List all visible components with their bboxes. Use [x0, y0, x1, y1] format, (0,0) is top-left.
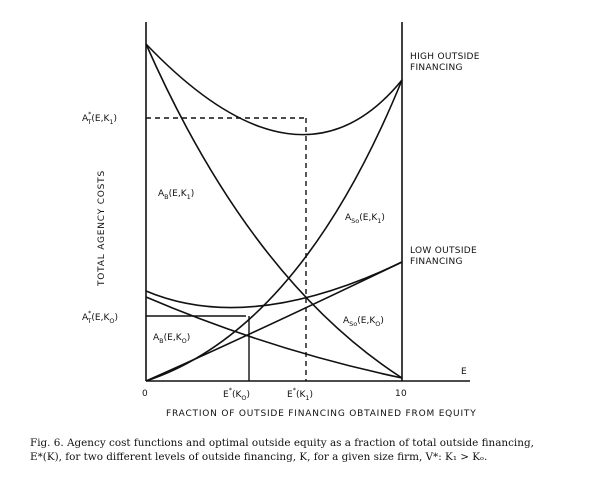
y-axis-title: TOTAL AGENCY COSTS: [97, 170, 107, 287]
caption-line-2: E*(K), for two different levels of outsi…: [30, 451, 488, 463]
label-high-outside-2: FINANCING: [410, 63, 463, 73]
curve-at-k1: [145, 43, 403, 136]
label-high-outside-1: HIGH OUTSIDE: [410, 52, 480, 62]
label-ab-k1: AB(E,K1): [158, 189, 194, 201]
curve-ab-k1: [145, 43, 403, 379]
curve-ab-k0: [145, 296, 403, 379]
marker-at-k0: A* T(E,KO): [82, 309, 118, 325]
curve-aso-k0: [145, 261, 403, 382]
x-tick-10: 10: [395, 389, 407, 399]
curve-aso-k1: [145, 79, 403, 382]
label-aso-k1: ASo(E,K1): [345, 213, 385, 225]
marker-e-k1: E*(K1): [287, 386, 313, 402]
marker-at-k1: A* T(E,K1): [82, 110, 117, 126]
caption-line-1: Fig. 6. Agency cost functions and optima…: [30, 437, 534, 449]
x-tick-0: 0: [142, 389, 148, 399]
curve-at-k0: [145, 261, 403, 309]
label-ab-k0: AB(E,KO): [153, 333, 190, 345]
figure-caption: Fig. 6. Agency cost functions and optima…: [30, 436, 590, 464]
x-axis-title: FRACTION OF OUTSIDE FINANCING OBTAINED F…: [166, 409, 477, 419]
label-aso-k0: ASo(E,KO): [343, 316, 384, 328]
marker-e-k0: E*(KO): [223, 386, 250, 402]
x-axis-variable: E: [461, 367, 467, 377]
label-low-outside-2: FINANCING: [410, 257, 463, 267]
label-low-outside-1: LOW OUTSIDE: [410, 246, 477, 256]
